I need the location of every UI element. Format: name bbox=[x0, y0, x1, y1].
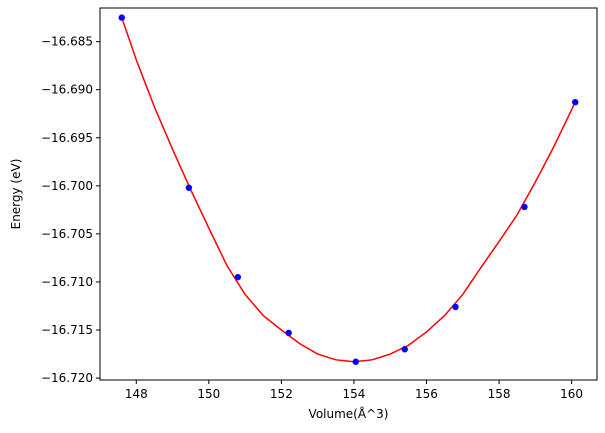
data-point bbox=[572, 99, 579, 106]
y-tick-label: −16.715 bbox=[41, 323, 93, 337]
y-tick-label: −16.700 bbox=[41, 179, 93, 193]
data-point bbox=[401, 346, 408, 353]
x-tick-label: 148 bbox=[125, 387, 148, 401]
y-tick-label: −16.720 bbox=[41, 371, 93, 385]
y-axis-label: Energy (eV) bbox=[9, 159, 23, 230]
y-tick-label: −16.705 bbox=[41, 227, 93, 241]
fit-curve bbox=[121, 17, 576, 363]
data-point bbox=[452, 303, 459, 311]
data-point bbox=[118, 14, 125, 21]
y-tick-label: −16.710 bbox=[41, 275, 93, 289]
x-axis-label: Volume(Å^3) bbox=[309, 406, 389, 421]
axes-frame bbox=[99, 7, 598, 381]
x-tick-label: 152 bbox=[270, 387, 293, 401]
x-tick-label: 154 bbox=[342, 387, 365, 401]
data-point bbox=[352, 358, 359, 365]
x-tick-label: 158 bbox=[488, 387, 511, 401]
y-tick-label: −16.685 bbox=[41, 35, 93, 49]
data-point bbox=[521, 203, 528, 211]
x-axis-ticks: 148 150 152 154 156 158 160 bbox=[125, 380, 583, 401]
y-tick-label: −16.695 bbox=[41, 131, 93, 145]
plot-area bbox=[118, 14, 579, 365]
x-tick-label: 150 bbox=[197, 387, 220, 401]
x-tick-label: 156 bbox=[415, 387, 438, 401]
data-point bbox=[285, 329, 292, 337]
data-point bbox=[234, 273, 242, 281]
data-point bbox=[185, 184, 193, 191]
x-tick-label: 160 bbox=[560, 387, 583, 401]
y-axis-ticks: −16.685 −16.690 −16.695 −16.700 −16.705 −16.7… bbox=[41, 35, 100, 385]
y-tick-label: −16.690 bbox=[41, 83, 93, 97]
